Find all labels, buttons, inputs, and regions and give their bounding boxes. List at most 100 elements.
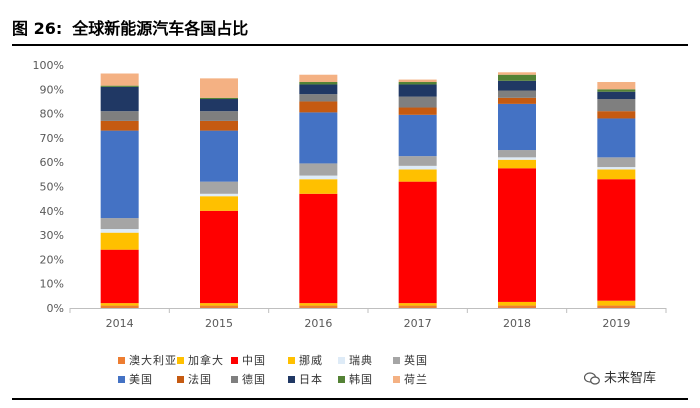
legend-swatch [393, 375, 400, 383]
legend-label: 韩国 [349, 373, 373, 386]
bar-segment [398, 96, 437, 108]
bar-segment [200, 99, 238, 112]
bar-segment [398, 156, 437, 166]
x-tick-label: 2016 [304, 317, 332, 330]
bar-segment [299, 94, 338, 102]
y-tick-label: 80% [40, 108, 64, 121]
x-tick-label: 2018 [503, 317, 531, 330]
bar-segment [597, 99, 636, 112]
bar-segment [498, 157, 536, 160]
bar-segment [299, 74, 338, 83]
bar-segment [299, 193, 338, 304]
bar-segment [299, 175, 338, 180]
legend-item: 英国 [393, 352, 428, 368]
bar-segment [398, 114, 437, 157]
legend-item: 荷兰 [393, 371, 428, 387]
bar-segment [398, 79, 437, 83]
bar-segment [498, 305, 536, 308]
bar-segment [299, 303, 338, 306]
legend-label: 澳大利亚 [129, 354, 177, 367]
bar-segment [100, 229, 139, 233]
bar-segment [100, 85, 139, 87]
bar-segment [200, 196, 238, 211]
legend: 澳大利亚 加拿大 中国 挪威 瑞典 英国美国 法国 德国 日本 韩国 荷兰 [118, 352, 558, 392]
bar-segment [597, 157, 636, 168]
legend-swatch [288, 356, 295, 364]
legend-item: 美国 [118, 371, 153, 387]
y-tick-label: 100% [33, 59, 64, 72]
legend-item: 瑞典 [338, 352, 373, 368]
wechat-icon [584, 372, 600, 385]
bar-segment [100, 73, 139, 86]
bar-segment [299, 112, 338, 164]
legend-swatch [118, 356, 125, 364]
bar-segment [200, 120, 238, 131]
bar-segment [299, 82, 338, 85]
bar-segment [597, 111, 636, 119]
bar-segment [498, 80, 536, 91]
bar-segment [498, 159, 536, 169]
figure-title-text: 全球新能源汽车各国占比 [72, 19, 249, 38]
legend-item: 德国 [231, 371, 266, 387]
legend-label: 挪威 [299, 354, 323, 367]
y-tick-label: 10% [40, 278, 64, 291]
y-tick-label: 30% [40, 229, 64, 242]
legend-item: 中国 [231, 352, 266, 368]
x-tick-label: 2014 [106, 317, 134, 330]
bar-segment [398, 82, 437, 85]
legend-swatch [338, 356, 345, 364]
legend-swatch [231, 375, 238, 383]
bar-segment [200, 305, 238, 308]
legend-label: 法国 [188, 373, 212, 386]
bar-segment [100, 232, 139, 250]
bar-segment [597, 167, 636, 170]
legend-label: 瑞典 [349, 354, 373, 367]
y-tick-label: 0% [47, 302, 64, 315]
legend-item: 法国 [177, 371, 212, 387]
bar-segment [100, 249, 139, 304]
legend-swatch [231, 356, 238, 364]
bar-segment [200, 193, 238, 197]
legend-item: 日本 [288, 371, 323, 387]
bottom-divider [12, 398, 688, 400]
legend-label: 德国 [242, 373, 266, 386]
bar-segment [597, 82, 636, 90]
bar-segment [299, 101, 338, 113]
legend-swatch [177, 356, 184, 364]
bar-segment [597, 169, 636, 180]
bar-segment [398, 305, 437, 308]
bar-segment [597, 91, 636, 100]
bar-segment [200, 210, 238, 304]
bar-segment [200, 78, 238, 98]
legend-item: 澳大利亚 [118, 352, 177, 368]
bar-segment [597, 89, 636, 92]
x-tick-label: 2019 [602, 317, 630, 330]
bar-segment [100, 130, 139, 219]
bar-segment [299, 179, 338, 194]
legend-swatch [118, 375, 125, 383]
bar-segment [398, 165, 437, 170]
y-tick-label: 40% [40, 205, 64, 218]
bar-segment [100, 120, 139, 131]
legend-swatch [177, 375, 184, 383]
bar-segment [299, 163, 338, 176]
bar-segment [597, 118, 636, 158]
legend-swatch [393, 356, 400, 364]
legend-swatch [338, 375, 345, 383]
bar-segment [597, 305, 636, 308]
bar-segment [100, 218, 139, 230]
bar-segment [498, 72, 536, 75]
bar-segment [398, 107, 437, 115]
bar-segment [398, 84, 437, 97]
legend-label: 加拿大 [188, 354, 224, 367]
y-tick-label: 20% [40, 253, 64, 266]
y-tick-label: 60% [40, 156, 64, 169]
bar-segment [597, 179, 636, 301]
y-tick-label: 70% [40, 132, 64, 145]
legend-item: 加拿大 [177, 352, 224, 368]
bar-segment [200, 303, 238, 306]
legend-label: 英国 [404, 354, 428, 367]
bar-segment [398, 169, 437, 182]
x-tick-label: 2015 [205, 317, 233, 330]
bar-segment [200, 130, 238, 182]
